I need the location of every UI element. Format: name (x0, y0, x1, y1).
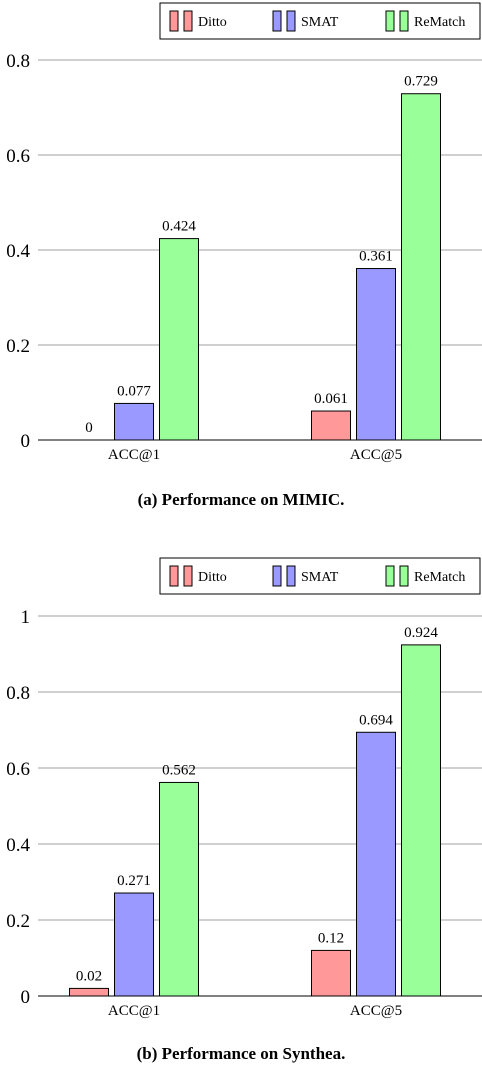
synthea-legend-swatch-smat (286, 565, 296, 587)
mimic-bar-smat-acc5 (356, 268, 396, 441)
synthea-legend-label-smat: SMAT (301, 570, 339, 585)
synthea-bar-ditto-acc1 (69, 987, 109, 997)
synthea-value-label: 0.924 (404, 625, 438, 641)
synthea-ytick-label: 0 (21, 987, 31, 1008)
mimic-bar-smat-acc1 (114, 402, 154, 441)
synthea-legend-swatch-smat (272, 565, 282, 587)
mimic-bar-rematch-acc1 (159, 238, 199, 441)
mimic-value-label: 0.729 (404, 74, 438, 90)
synthea-legend-swatch-ditto (183, 565, 193, 587)
synthea-xtick-label: ACC@5 (350, 1003, 402, 1019)
mimic-value-label: 0.361 (359, 249, 393, 265)
synthea-bar-rematch-acc5 (401, 644, 441, 997)
mimic-ytick-label: 0.8 (6, 51, 30, 72)
mimic-ytick-label: 0.4 (6, 241, 30, 262)
synthea-ytick-label: 0.4 (6, 835, 30, 856)
mimic-value-label: 0.061 (314, 391, 348, 407)
mimic-xtick-label: ACC@1 (108, 447, 160, 463)
mimic-legend-swatch-smat (272, 10, 282, 32)
mimic-ytick-label: 0.2 (6, 336, 30, 357)
synthea-value-label: 0.562 (162, 762, 196, 778)
mimic-legend-label-ditto: Ditto (198, 15, 227, 30)
synthea-xtick-label: ACC@1 (108, 1003, 160, 1019)
synthea-value-label: 0.02 (76, 968, 102, 984)
synthea-legend (159, 557, 481, 595)
mimic-legend-swatch-rematch (385, 10, 395, 32)
mimic-bar-rematch-acc5 (401, 93, 441, 441)
chart-mimic: 0 0.2 0.4 0.6 0.8 0 0.077 0.424 ACC@1 0.061 0.361 0… (6, 2, 482, 463)
mimic-value-label: 0.424 (162, 219, 196, 235)
mimic-legend-label-smat: SMAT (301, 15, 339, 30)
mimic-xtick-label: ACC@5 (350, 447, 402, 463)
synthea-legend-swatch-ditto (169, 565, 179, 587)
synthea-legend-label-ditto: Ditto (198, 570, 227, 585)
mimic-legend-swatch-smat (286, 10, 296, 32)
chart-synthea: 0 0.2 0.4 0.6 0.8 1 0.02 0.271 0.562 ACC@1 0.12 0.6… (6, 557, 482, 1019)
synthea-bar-smat-acc5 (356, 731, 396, 997)
mimic-ytick-label: 0.6 (6, 146, 30, 167)
caption-synthea: (b) Performance on Synthea. (136, 1044, 346, 1063)
mimic-value-label: 0.077 (117, 383, 151, 399)
mimic-legend-label-rematch: ReMatch (414, 15, 465, 30)
mimic-legend-swatch-ditto (183, 10, 193, 32)
synthea-bar-smat-acc1 (114, 892, 154, 997)
synthea-legend-swatch-rematch (399, 565, 409, 587)
synthea-ytick-label: 0.2 (6, 911, 30, 932)
mimic-value-label: 0 (85, 420, 93, 436)
synthea-bar-rematch-acc1 (159, 781, 199, 997)
mimic-legend-swatch-rematch (399, 10, 409, 32)
synthea-value-label: 0.694 (359, 712, 393, 728)
mimic-bar-ditto-acc5 (311, 410, 351, 441)
synthea-legend-swatch-rematch (385, 565, 395, 587)
synthea-ytick-label: 1 (21, 607, 31, 628)
mimic-legend-swatch-ditto (169, 10, 179, 32)
mimic-ytick-label: 0 (21, 431, 31, 452)
synthea-bar-ditto-acc5 (311, 949, 351, 997)
synthea-value-label: 0.271 (117, 873, 151, 889)
caption-mimic: (a) Performance on MIMIC. (137, 490, 345, 509)
synthea-value-label: 0.12 (318, 930, 344, 946)
mimic-legend (159, 2, 481, 40)
synthea-ytick-label: 0.6 (6, 759, 30, 780)
synthea-legend-label-rematch: ReMatch (414, 570, 465, 585)
synthea-ytick-label: 0.8 (6, 683, 30, 704)
